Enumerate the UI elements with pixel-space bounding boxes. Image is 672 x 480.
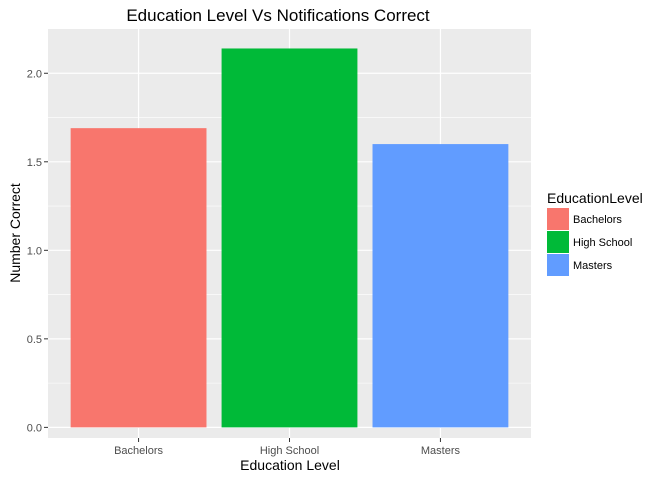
bar-high-school (221, 48, 358, 428)
legend-swatch (547, 254, 569, 276)
legend-label: High School (573, 237, 632, 249)
chart-title: Education Level Vs Notifications Correct (126, 6, 430, 25)
x-axis-ticks: Bachelors High School Masters (114, 438, 460, 457)
x-tick-label: Bachelors (114, 445, 163, 457)
y-tick-label: 2.0 (27, 68, 42, 80)
x-axis-title: Education Level (240, 457, 340, 473)
x-tick-label: Masters (421, 445, 461, 457)
legend-label: Bachelors (573, 214, 622, 226)
bar-masters (372, 144, 509, 428)
y-tick-label: 0.0 (27, 422, 42, 434)
y-axis-ticks: 0.0 0.5 1.0 1.5 2.0 (27, 68, 48, 434)
x-tick-label: High School (260, 445, 319, 457)
y-tick-label: 1.0 (27, 245, 42, 257)
legend-title: EducationLevel (547, 190, 643, 206)
bars-group (70, 48, 509, 428)
legend-label: Masters (573, 260, 613, 272)
legend-swatch (547, 231, 569, 253)
legend-swatch (547, 208, 569, 230)
y-tick-label: 0.5 (27, 334, 42, 346)
bar-bachelors (70, 128, 207, 428)
y-tick-label: 1.5 (27, 157, 42, 169)
y-axis-title: Number Correct (7, 183, 23, 283)
legend: EducationLevel Bachelors High School Maste… (547, 190, 643, 276)
